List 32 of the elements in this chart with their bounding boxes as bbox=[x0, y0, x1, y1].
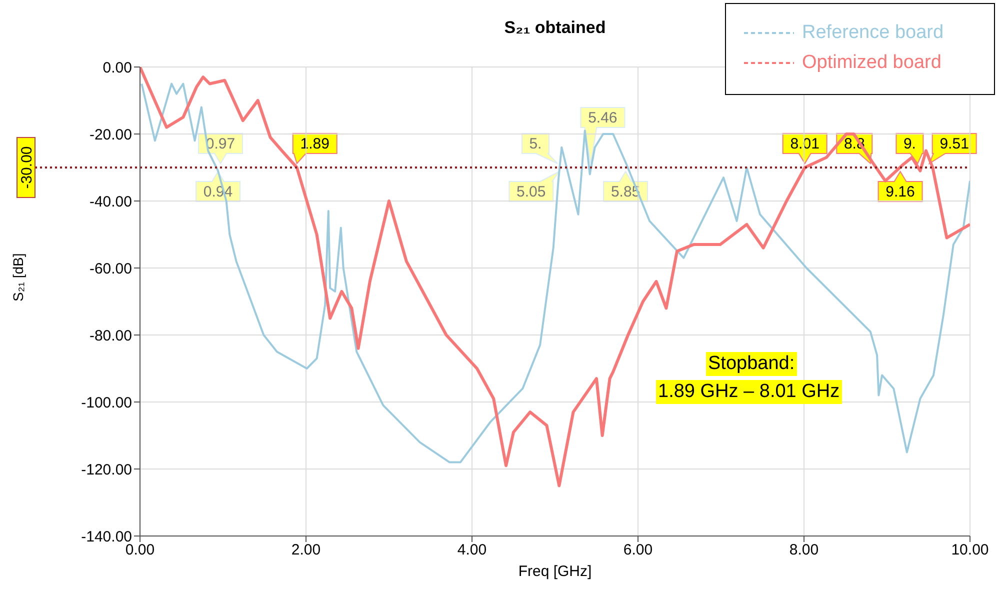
chart-title: S₂₁ obtained bbox=[504, 18, 606, 37]
x-tick-label: 8.00 bbox=[789, 542, 819, 559]
y-tick-label: -20.00 bbox=[89, 126, 132, 144]
legend-label: Optimized board bbox=[802, 52, 942, 74]
ref-line-label: -30.00 bbox=[18, 146, 36, 189]
callout: 5.46 bbox=[580, 107, 626, 164]
annotation: 9.16 bbox=[886, 184, 915, 200]
annotation: 9. bbox=[903, 136, 916, 152]
x-tick-label: 2.00 bbox=[291, 542, 321, 559]
annotation: 5.05 bbox=[516, 184, 546, 200]
x-tick-label: 6.00 bbox=[623, 542, 653, 559]
x-tick-label: 10.00 bbox=[951, 542, 989, 559]
y-tick-label: -80.00 bbox=[89, 327, 132, 344]
callout: 9. bbox=[896, 133, 924, 164]
y-tick-label: -40.00 bbox=[89, 193, 132, 210]
y-tick-label: -100.00 bbox=[81, 394, 132, 412]
callout: 5.05 bbox=[508, 171, 560, 202]
annotation: 5. bbox=[529, 136, 542, 152]
y-tick-label: -120.00 bbox=[81, 461, 132, 478]
annotation: Stopband: bbox=[706, 352, 797, 376]
callout: 9.51 bbox=[928, 133, 977, 165]
annotation: 9.51 bbox=[940, 136, 969, 152]
y-tick-label: -60.00 bbox=[89, 260, 132, 278]
callout: 5. bbox=[522, 133, 558, 164]
legend-label: Reference board bbox=[802, 22, 944, 44]
callout: 9.16 bbox=[878, 170, 923, 202]
x-tick-label: 4.00 bbox=[457, 542, 487, 559]
x-axis-title: Freq [GHz] bbox=[518, 563, 592, 580]
y-axis-title: S₂₁ [dB] bbox=[10, 253, 26, 302]
annotation: 5.46 bbox=[588, 110, 618, 126]
annotation: 1.89 GHz – 8.01 GHz bbox=[656, 380, 842, 404]
y-tick-label: 0.00 bbox=[102, 59, 132, 76]
